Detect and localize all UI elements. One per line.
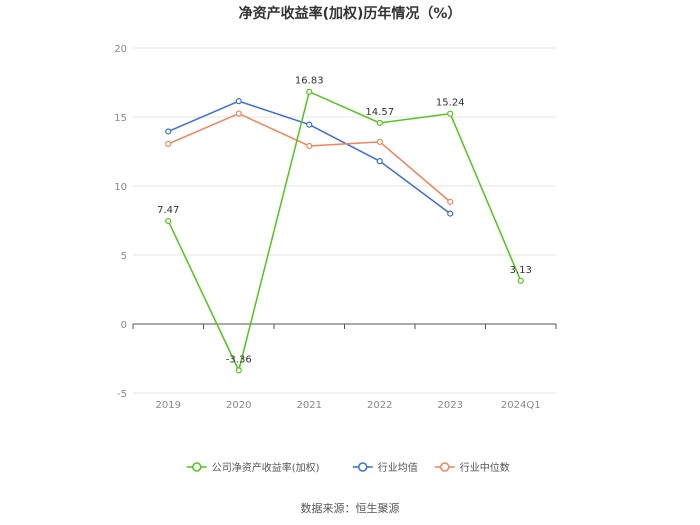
y-tick-label: 10 [114,182,127,193]
data-point [306,142,313,150]
data-point [306,121,313,128]
grid-lines [133,47,556,394]
legend-item[interactable]: 行业中位数 [434,461,510,474]
data-point [376,158,383,165]
data-label: 14.57 [365,107,394,118]
legend-label: 行业中位数 [460,461,510,474]
x-tick-label: 2022 [367,400,392,411]
data-label: 15.24 [436,98,465,109]
y-axis: 20 15 10 5 0 -5 [114,44,127,400]
data-point [376,119,383,127]
data-point [447,210,454,217]
x-tick-label: 2023 [438,400,463,411]
y-tick-label: -5 [117,389,127,400]
data-point [165,217,172,225]
series-line [167,90,522,373]
source-note: 数据来源：恒生聚源 [301,501,400,515]
data-label: 16.83 [295,76,324,87]
x-tick-label: 2021 [297,400,322,411]
x-tick-label: 2024Q1 [501,400,541,411]
legend-label: 公司净资产收益率(加权) [212,461,320,474]
y-tick-label: 20 [114,44,127,55]
legend[interactable]: 公司净资产收益率(加权) 行业均值 行业中位数 [186,461,510,474]
chart-title: 净资产收益率(加权)历年情况（%） [239,5,462,22]
x-tick-label: 2019 [156,400,181,411]
series-lines [165,88,524,374]
legend-label: 行业均值 [378,461,418,474]
legend-marker [440,462,450,472]
data-point [235,110,242,117]
x-axis: 2019 2020 2021 2022 2023 2024Q1 [132,324,557,411]
legend-item[interactable]: 公司净资产收益率(加权) [186,461,320,474]
data-point [517,277,524,284]
series-line [167,100,451,215]
data-point [165,128,172,135]
data-point [235,98,242,105]
legend-item[interactable]: 行业均值 [352,461,418,474]
y-tick-label: 5 [121,251,127,262]
data-label: -3.36 [226,354,252,365]
data-point [235,367,242,374]
x-tick-label: 2020 [226,400,251,411]
data-point [376,138,383,145]
data-label: 3.13 [510,265,532,276]
data-point [306,88,313,95]
data-point [447,110,454,117]
data-point [165,140,172,148]
data-point [447,198,454,205]
legend-marker [192,462,202,472]
data-labels: 7.47 -3.36 16.83 14.57 15.24 3.13 [157,76,532,366]
y-tick-label: 15 [114,113,127,124]
legend-marker [358,462,368,472]
data-label: 7.47 [157,205,179,216]
y-tick-label: 0 [121,320,127,331]
